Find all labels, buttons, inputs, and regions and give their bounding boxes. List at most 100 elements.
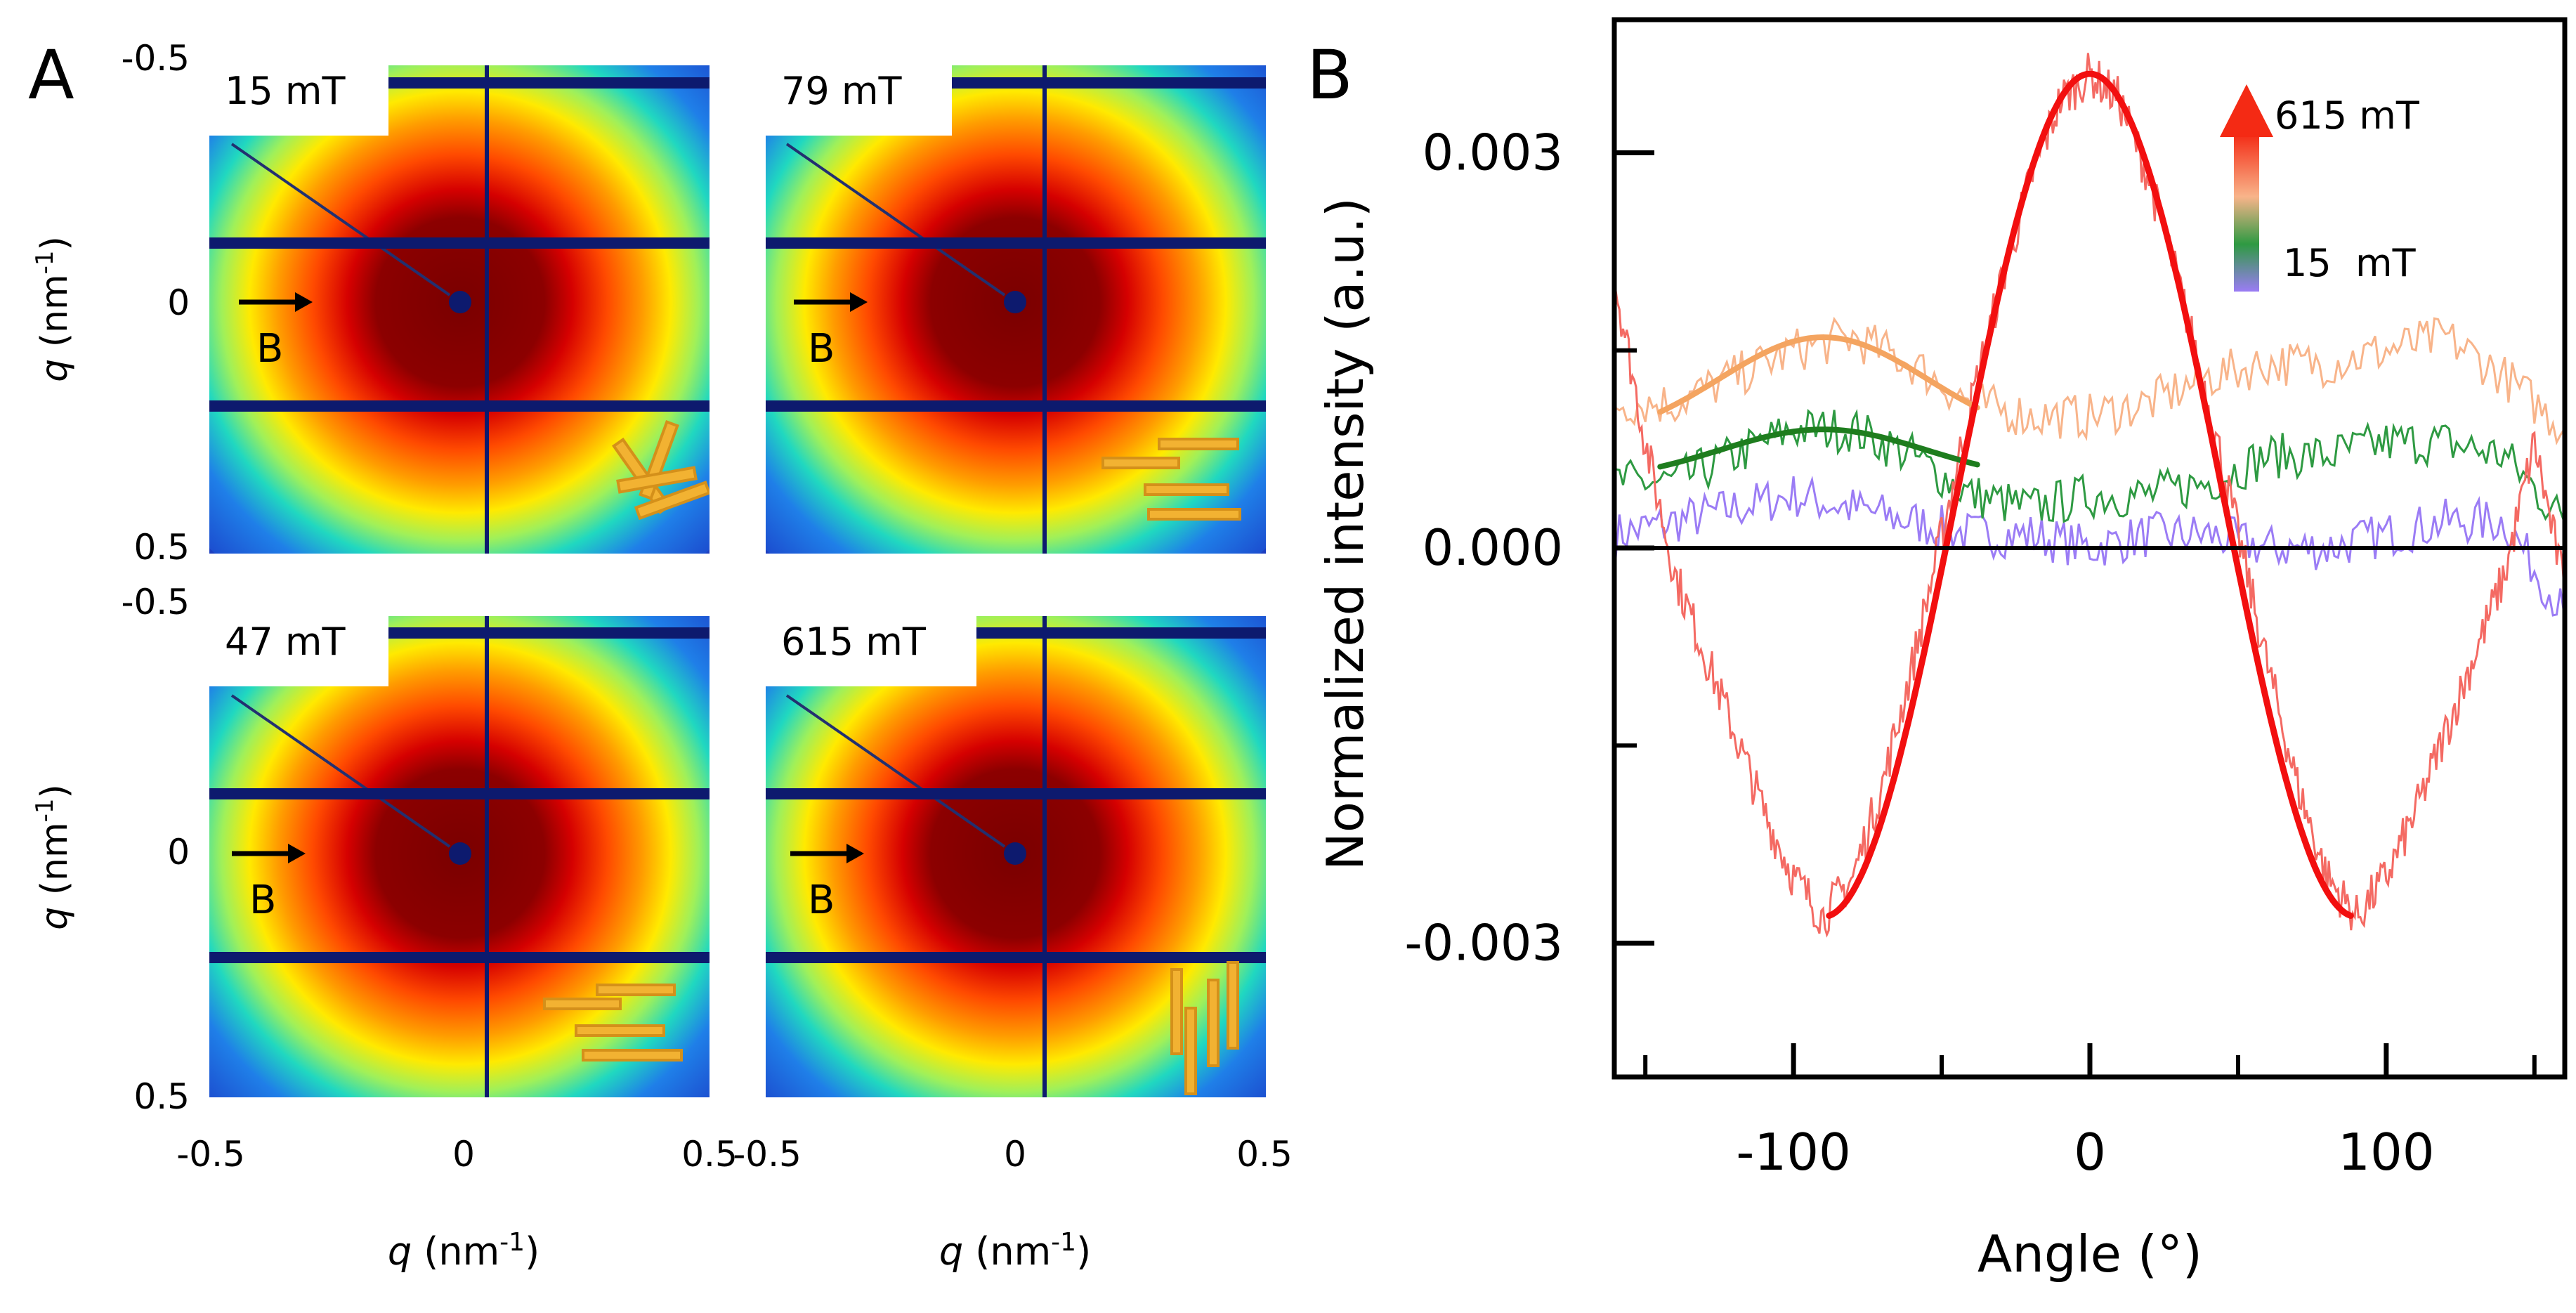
- nanorod: [1158, 438, 1239, 450]
- field-arrow-head: [288, 844, 306, 863]
- legend: 615 mT 15 mT: [2220, 84, 2420, 292]
- nanorods-aligned: [543, 984, 683, 1061]
- xlabel-a-right-close: ): [1076, 1229, 1091, 1274]
- xlabel-a-left-close: ): [525, 1229, 540, 1274]
- nanorod: [1184, 1007, 1197, 1095]
- beam-streak: [785, 694, 1006, 848]
- legend-gradient-bar: [2234, 133, 2259, 292]
- ylabel-a-top: q (nm-1): [31, 236, 76, 382]
- xlabel-a-left-q: q: [388, 1229, 412, 1274]
- nanorod: [575, 1024, 665, 1037]
- ylabel-a-top-unit: (nm: [34, 274, 76, 358]
- beam-stop: [1004, 291, 1026, 313]
- nanorods-vertical: [1170, 961, 1239, 1095]
- field-arrow-label: B: [249, 877, 276, 923]
- detector-gap-h3: [766, 400, 1266, 412]
- xtick-a-left-pos: 0.5: [681, 1134, 738, 1175]
- y-tick-label: -0.003: [1404, 915, 1563, 972]
- saxs-panel-47mT: 47 mT B: [209, 616, 710, 1097]
- nanorod: [634, 481, 710, 521]
- field-label: 47 mT: [225, 620, 346, 664]
- x-axis-label: Angle (°): [1977, 1224, 2202, 1283]
- fit-47-mt-fit: [1657, 426, 1980, 470]
- xtick-a-right-neg: -0.5: [733, 1134, 802, 1175]
- detector-gap-v: [485, 616, 489, 1097]
- nanorod: [543, 998, 622, 1010]
- beam-stop: [449, 842, 471, 865]
- xtick-a-left-zero: 0: [452, 1134, 475, 1175]
- y-tick-label: 0.003: [1423, 124, 1563, 182]
- fit-615-mt-fit: [1826, 70, 2354, 919]
- ylabel-a-top-exp: -1: [31, 250, 59, 274]
- ylabel-a-bottom-q: q: [34, 907, 76, 930]
- ytick-a-top-pos: 0.5: [133, 527, 190, 568]
- nanorod: [1147, 508, 1241, 521]
- x-tick-label: 0: [2074, 1123, 2106, 1182]
- ytick-a-top-zero: 0: [167, 282, 190, 323]
- ytick-a-bot-neg: -0.5: [121, 582, 190, 622]
- field-label-box: [766, 65, 952, 136]
- field-label: 15 mT: [225, 69, 346, 113]
- xlabel-a-left: q (nm-1): [388, 1228, 540, 1274]
- ylabel-a-bottom-close: ): [34, 784, 76, 798]
- detector-gap-h2: [766, 788, 1266, 799]
- nanorod: [1170, 968, 1183, 1055]
- field-label-box: [209, 616, 388, 686]
- field-label: 615 mT: [781, 620, 927, 664]
- xlabel-a-right-exp: -1: [1051, 1228, 1076, 1257]
- saxs-panel-615mT: 615 mT B: [766, 616, 1266, 1097]
- field-arrow-label: B: [256, 326, 283, 372]
- ylabel-a-bottom: q (nm-1): [31, 784, 76, 930]
- detector-gap-h2: [209, 237, 710, 249]
- detector-gap-h2: [209, 788, 710, 799]
- beam-stop: [449, 291, 471, 313]
- y-tick-label: 0.000: [1423, 519, 1563, 577]
- ylabel-a-bottom-unit: (nm: [34, 822, 76, 906]
- series-615-mt: [1616, 53, 2565, 938]
- nanorod: [1144, 483, 1229, 496]
- legend-bottom-label: 15 mT: [2283, 241, 2417, 285]
- beam-streak: [230, 143, 451, 296]
- field-arrow-head: [295, 292, 313, 312]
- plot-area: [1616, 53, 2565, 938]
- detector-gap-v: [1042, 616, 1047, 1097]
- detector-gap-h3: [766, 952, 1266, 963]
- saxs-panel-15mT: 15 mT B: [209, 65, 710, 554]
- xtick-a-right-zero: 0: [1004, 1134, 1026, 1175]
- nanorod: [1227, 961, 1239, 1050]
- field-arrow-label: B: [808, 326, 835, 372]
- beam-stop: [1004, 842, 1026, 865]
- x-tick-label: 100: [2338, 1123, 2434, 1182]
- ylabel-a-top-q: q: [34, 359, 76, 382]
- field-label-box: [766, 616, 976, 686]
- fit-79-mt-fit: [1657, 334, 1980, 415]
- field-label-box: [209, 65, 388, 136]
- xlabel-a-left-unit: (nm: [412, 1229, 499, 1274]
- beam-streak: [785, 143, 1006, 296]
- y-axis-label: Normalized intensity (a.u.): [1316, 197, 1375, 870]
- saxs-panel-79mT: 79 mT B: [766, 65, 1266, 554]
- ylabel-a-top-close: ): [34, 236, 76, 250]
- legend-arrow-head: [2220, 84, 2273, 137]
- nanorods-random: [611, 420, 710, 521]
- beam-streak: [230, 694, 451, 848]
- legend-top-label: 615 mT: [2275, 93, 2420, 138]
- detector-gap-h3: [209, 400, 710, 412]
- xtick-a-right-pos: 0.5: [1236, 1134, 1293, 1175]
- nanorod: [616, 466, 698, 494]
- nanorod: [1101, 457, 1180, 469]
- panel-b-letter: B: [1307, 36, 1353, 115]
- xlabel-a-left-exp: -1: [499, 1228, 525, 1257]
- nanorod: [582, 1049, 683, 1061]
- plot-b: 0.003 0.000 -0.003 -100 0 100: [1404, 53, 2565, 1182]
- series-47-mt: [1616, 408, 2565, 523]
- field-arrow-head: [846, 844, 864, 863]
- xlabel-a-right-q: q: [939, 1229, 963, 1274]
- xlabel-a-right: q (nm-1): [939, 1228, 1091, 1274]
- panel-a-letter: A: [28, 36, 74, 115]
- nanorods-aligned: [1101, 438, 1241, 521]
- ytick-a-bot-zero: 0: [167, 832, 190, 873]
- detector-gap-h2: [766, 237, 1266, 249]
- nanorod: [596, 984, 676, 996]
